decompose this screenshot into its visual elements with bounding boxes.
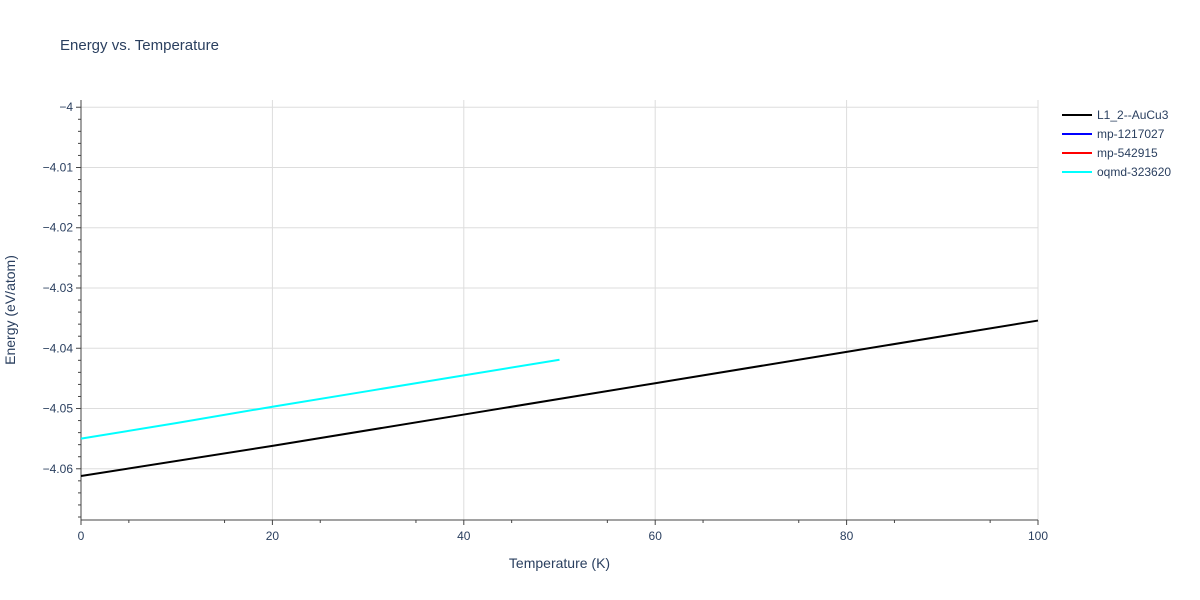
x-tick-label: 60 — [649, 529, 663, 543]
legend-item[interactable]: oqmd-323620 — [1062, 162, 1171, 181]
legend: L1_2--AuCu3 mp-1217027 mp-542915 oqmd-32362… — [1062, 105, 1171, 181]
series-line — [80, 358, 560, 440]
legend-swatch — [1062, 113, 1092, 116]
legend-swatch — [1062, 132, 1092, 135]
x-tick-label: 100 — [1028, 529, 1048, 543]
legend-item[interactable]: mp-542915 — [1062, 143, 1171, 162]
y-tick-label: −4.05 — [43, 402, 74, 416]
chart-title: Energy vs. Temperature — [60, 37, 219, 54]
axes: 0 20 40 60 80 100 −4.06 −4.05 −4.04 −4.03 −4.02 −4.… — [43, 100, 1048, 543]
x-tick-label: 0 — [78, 529, 85, 543]
series-layer — [80, 319, 1039, 477]
x-tick-label: 80 — [840, 529, 854, 543]
y-tick-label: −4.02 — [43, 221, 74, 235]
series-line — [80, 319, 1039, 477]
x-axis-label: Temperature (K) — [509, 555, 610, 571]
y-axis-label: Energy (eV/atom) — [2, 255, 18, 365]
y-tick-label: −4 — [59, 100, 73, 114]
legend-label: mp-542915 — [1097, 145, 1158, 160]
legend-item[interactable]: L1_2--AuCu3 — [1062, 105, 1171, 124]
legend-label: oqmd-323620 — [1097, 164, 1172, 179]
x-tick-label: 20 — [266, 529, 280, 543]
y-tick-label: −4.01 — [43, 160, 74, 174]
grid — [81, 100, 1039, 520]
legend-item[interactable]: mp-1217027 — [1062, 124, 1171, 143]
y-tick-label: −4.06 — [43, 462, 74, 476]
legend-swatch — [1062, 151, 1092, 154]
y-tick-label: −4.03 — [43, 281, 74, 295]
legend-label: mp-1217027 — [1097, 126, 1165, 141]
legend-label: L1_2--AuCu3 — [1097, 107, 1169, 122]
x-tick-label: 40 — [457, 529, 471, 543]
y-tick-label: −4.04 — [43, 341, 74, 355]
legend-swatch — [1062, 170, 1092, 173]
